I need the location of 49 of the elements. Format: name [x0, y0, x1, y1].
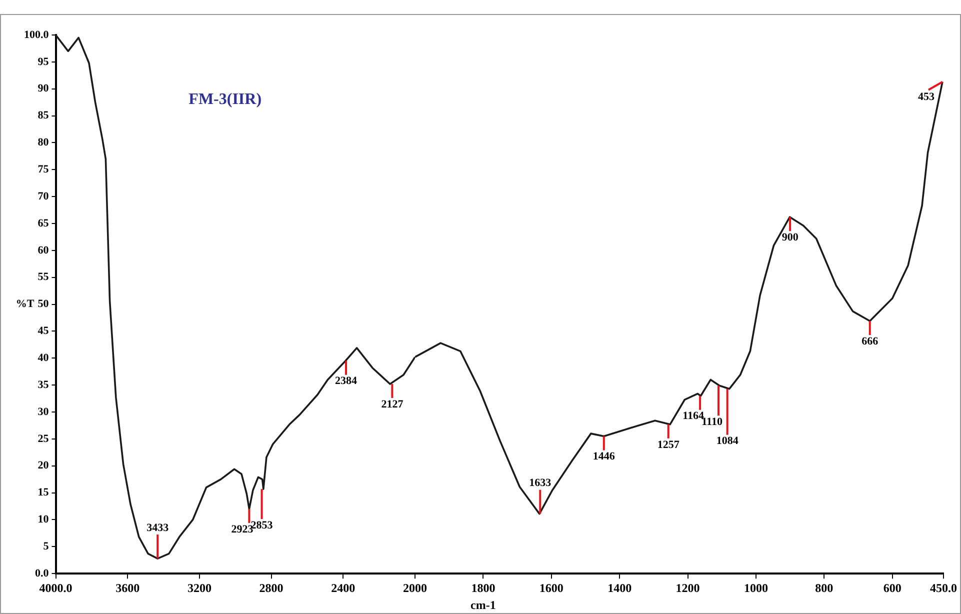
y-tick-label: 75 [38, 163, 50, 176]
y-tick-label: 35 [38, 378, 50, 391]
y-tick-label: 20 [38, 460, 50, 472]
x-tick-label: 2800 [259, 580, 284, 595]
y-tick-label: 10 [38, 514, 50, 526]
text: FM-3(IIR) [188, 90, 262, 108]
x-tick-label: 1400 [608, 580, 632, 595]
y-tick-label: 40 [38, 352, 50, 364]
y-tick-label: 95 [38, 56, 50, 68]
x-tick-label: 450.0 [930, 580, 957, 595]
y-tick-label: 70 [38, 190, 50, 202]
x-axis-title: cm-1 [470, 598, 496, 612]
x-tick-label: 4000.0 [39, 580, 72, 595]
y-tick-label: 25 [38, 432, 50, 445]
x-tick-label: 3600 [116, 580, 140, 595]
y-tick-label: 0.0 [35, 567, 50, 580]
y-tick-label: 65 [38, 217, 50, 230]
y-tick-label: 15 [38, 486, 50, 499]
y-axis-title: %T [16, 298, 35, 310]
annotation: 1446 [592, 450, 616, 463]
x-tick-label: 1000 [744, 580, 768, 595]
annotation: 1084 [716, 435, 739, 448]
annotation: 1257 [657, 438, 680, 451]
y-tick-label: 50 [38, 298, 50, 310]
x-tick-label: 2000 [403, 580, 427, 595]
x-tick-label: 1200 [676, 580, 700, 595]
y-tick-label: 55 [38, 271, 50, 284]
annotation: 2127 [381, 398, 404, 410]
y-tick-label: 100.0 [24, 28, 50, 41]
y-tick-label: 5 [43, 540, 50, 553]
y-tick-label: 85 [38, 110, 50, 122]
y-tick-label: 90 [38, 82, 50, 95]
annotation: 2384 [335, 375, 358, 388]
annotation: 666 [862, 335, 879, 348]
y-tick-label: 60 [38, 244, 50, 256]
y-tick-label: 45 [38, 325, 50, 338]
annotation: 1164 [682, 410, 705, 422]
x-tick-label: 800 [815, 580, 834, 595]
annotation: 453 [918, 91, 935, 104]
y-tick-label: 30 [38, 406, 50, 418]
y-tick-label: 80 [38, 136, 50, 149]
x-tick-label: 600 [883, 580, 902, 595]
x-tick-label: 1800 [471, 580, 496, 595]
x-tick-label: 1600 [539, 580, 564, 595]
annotation: 1633 [529, 477, 552, 490]
annotation: 3433 [146, 522, 170, 534]
annotation: 900 [782, 231, 799, 244]
x-tick-label: 2400 [331, 580, 356, 595]
x-tick-label: 3200 [187, 580, 212, 595]
